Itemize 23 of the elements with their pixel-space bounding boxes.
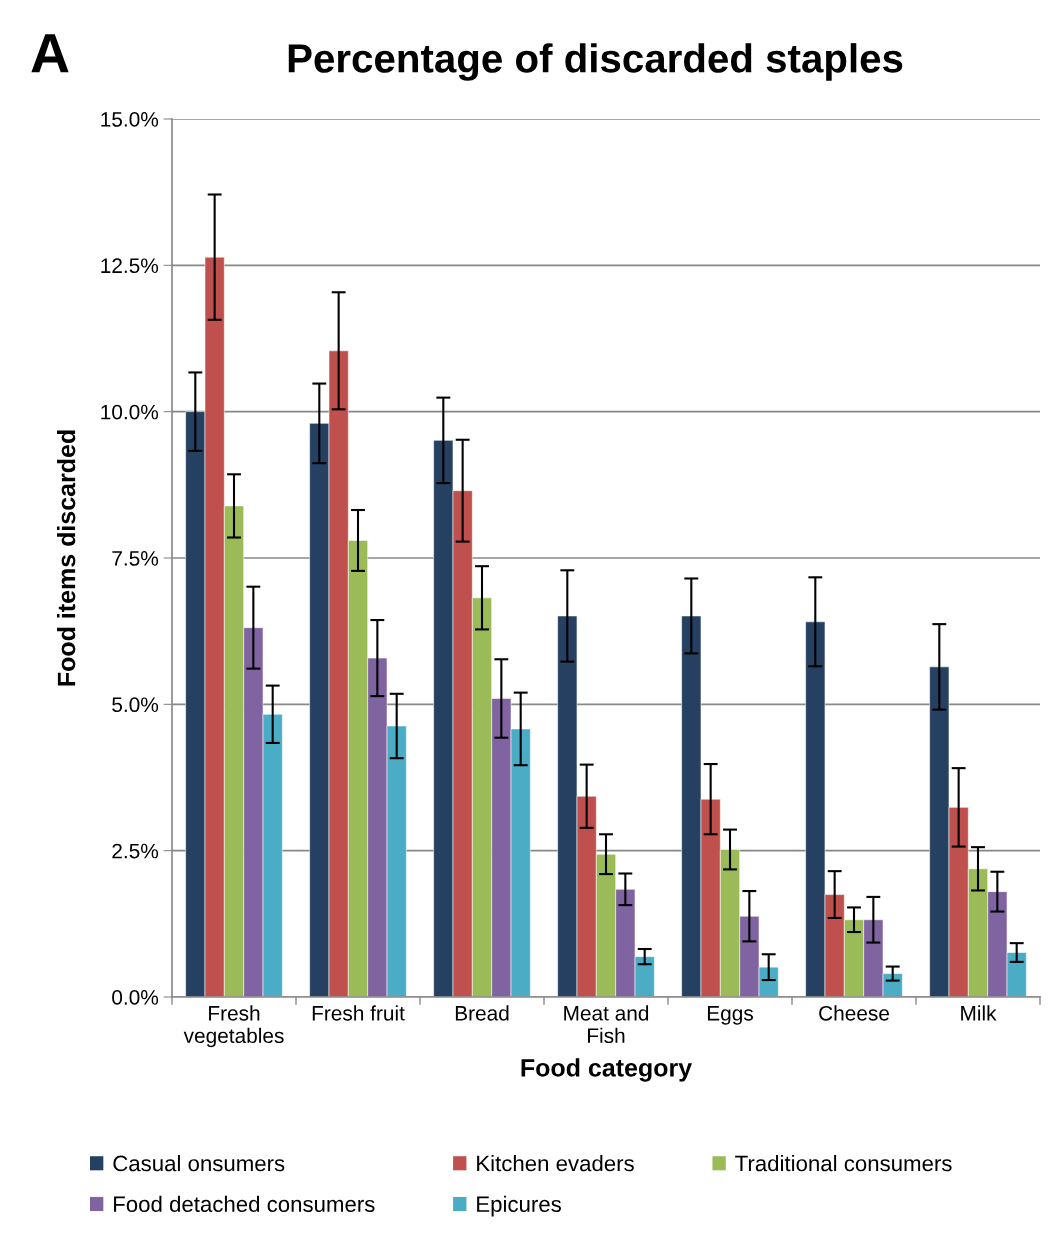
x-tick-label: Meat and Fish xyxy=(564,1005,649,1044)
y-tick-label: 15.0% xyxy=(101,112,159,127)
x-tick-label: Milk xyxy=(961,1005,997,1021)
y-tick-label: 7.5% xyxy=(112,551,159,566)
x-tick-label: Bread xyxy=(455,1005,509,1021)
x-tick-label: Cheese xyxy=(819,1005,889,1021)
x-tick-label: Eggs xyxy=(707,1006,753,1025)
y-tick-label: 5.0% xyxy=(112,697,159,713)
chart-title: Percentage of discarded staples xyxy=(288,43,903,81)
legend-label: Epicures xyxy=(477,1195,561,1217)
legend-label: Traditional consumers xyxy=(735,1155,952,1172)
y-tick-label: 10.0% xyxy=(101,404,159,420)
legend-label: Casual onsumers xyxy=(113,1155,285,1172)
y-tick-label: 2.5% xyxy=(112,843,159,859)
y-tick-label: 0.0% xyxy=(112,990,159,1005)
y-axis-title: Food items discarded xyxy=(56,430,76,686)
x-axis-title: Food category xyxy=(521,1058,692,1082)
text: A xyxy=(31,34,69,73)
x-tick-label: Fresh fruit xyxy=(312,1005,405,1021)
x-tick-label: Fresh vegetables xyxy=(183,1005,284,1048)
legend-label: Food detached consumers xyxy=(114,1195,375,1213)
legend-label: Kitchen evaders xyxy=(477,1155,634,1172)
y-tick-label: 12.5% xyxy=(101,258,159,274)
